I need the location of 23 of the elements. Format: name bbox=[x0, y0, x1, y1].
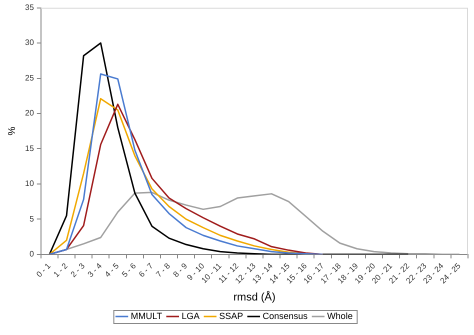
y-tick-label: 10 bbox=[24, 179, 34, 188]
x-tick-label: 1 - 2 bbox=[52, 261, 70, 280]
y-tick-label: 35 bbox=[24, 3, 34, 12]
y-tick-label: 15 bbox=[24, 144, 34, 153]
x-tick-label: 7 - 8 bbox=[154, 261, 172, 280]
x-tick-label: 5 - 6 bbox=[120, 261, 138, 280]
y-tick-label: 5 bbox=[29, 214, 34, 224]
legend-label: MMULT bbox=[130, 310, 163, 321]
y-tick-label: 30 bbox=[24, 38, 34, 48]
x-axis-title: rmsd (Å) bbox=[233, 290, 276, 304]
x-tick-label: 4 - 5 bbox=[103, 261, 122, 280]
y-tick-label: 0 bbox=[29, 250, 34, 259]
legend-label: Consensus bbox=[262, 310, 308, 321]
x-tick-label: 0 - 1 bbox=[34, 261, 53, 280]
legend-label: SSAP bbox=[219, 310, 244, 321]
legend-label: LGA bbox=[182, 310, 200, 321]
y-tick-label: 20 bbox=[24, 108, 34, 118]
x-tick-label: 3 - 4 bbox=[86, 261, 104, 280]
y-tick-label: 25 bbox=[24, 73, 34, 82]
x-tick-label: 6 - 7 bbox=[137, 261, 156, 280]
x-tick-label: 2 - 3 bbox=[68, 261, 87, 280]
legend-label: Whole bbox=[327, 310, 353, 321]
y-axis-title: % bbox=[6, 126, 18, 136]
